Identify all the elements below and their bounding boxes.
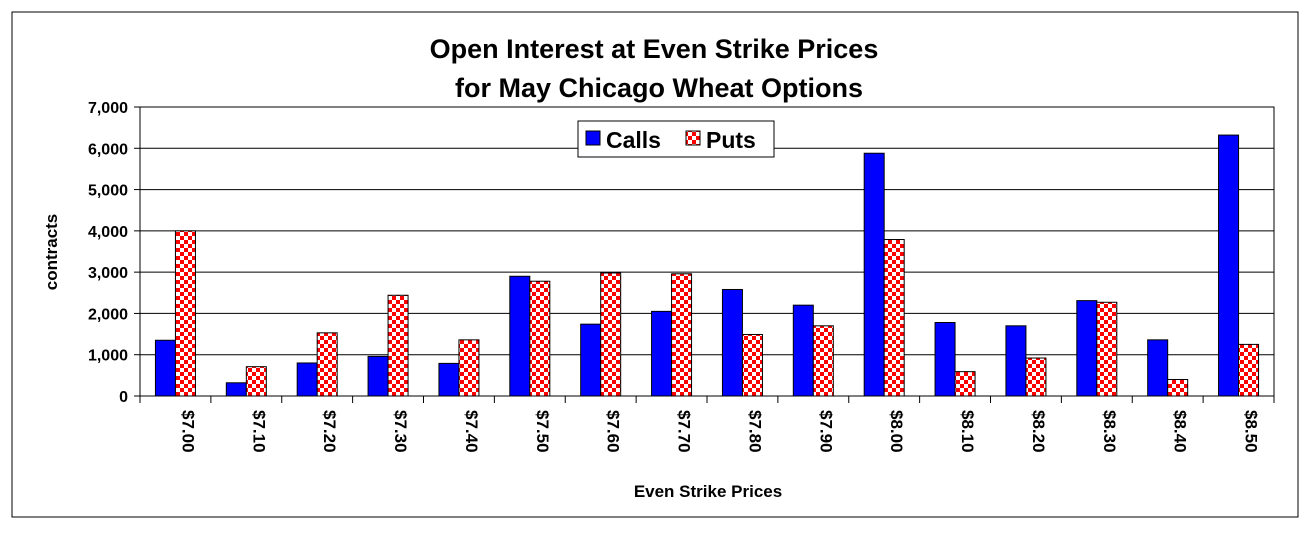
x-tick-label: $7.10	[249, 410, 268, 453]
y-tick-label: 7,000	[88, 100, 128, 117]
bar-calls-840	[1147, 339, 1169, 397]
bar-calls-710	[225, 382, 247, 397]
bar-puts-740	[458, 339, 480, 397]
bar-calls-850	[1218, 134, 1240, 397]
bar-puts-830	[1096, 301, 1118, 397]
bar-puts-720	[316, 332, 338, 397]
y-axis-label: contracts	[42, 214, 61, 291]
y-tick-label: 5,000	[88, 183, 128, 200]
bar-calls-800	[863, 152, 885, 397]
bar-puts-850	[1238, 343, 1260, 397]
bar-calls-790	[792, 304, 814, 397]
bar-calls-780	[721, 288, 743, 397]
bar-puts-700	[174, 230, 196, 397]
bar-calls-760	[580, 323, 602, 397]
bar-puts-810	[954, 371, 976, 397]
outer-border	[11, 11, 1299, 518]
bar-puts-790	[812, 325, 834, 397]
chart-title: Open Interest at Even Strike Prices	[430, 34, 879, 64]
bar-calls-750	[509, 275, 531, 397]
x-tick-label: $8.00	[887, 410, 906, 453]
x-tick-label: $8.50	[1242, 410, 1261, 453]
bar-puts-800	[883, 239, 905, 397]
bar-calls-720	[296, 362, 318, 397]
x-tick-label: $7.60	[604, 410, 623, 453]
legend: Calls Puts	[577, 120, 775, 158]
bar-calls-740	[438, 362, 460, 397]
x-tick-label: $8.40	[1171, 410, 1190, 453]
x-tick-label: $7.50	[533, 410, 552, 453]
y-tick-label: 3,000	[88, 265, 128, 282]
legend-swatch-puts	[685, 130, 701, 146]
x-tick-label: $7.40	[462, 410, 481, 453]
bar-puts-750	[529, 280, 551, 397]
x-tick-label: $8.30	[1100, 410, 1119, 453]
bar-puts-840	[1167, 378, 1189, 397]
axes-layer: 0 1,000 2,000 3,000 4,000 5,000 6,000 7,000 $7.0…	[88, 100, 1275, 453]
bar-puts-710	[245, 366, 267, 397]
x-tick-label: $8.10	[958, 410, 977, 453]
y-tick-label: 6,000	[88, 141, 128, 158]
legend-swatch-calls	[585, 130, 601, 146]
x-tick-label: $7.80	[745, 410, 764, 453]
bar-calls-730	[367, 355, 389, 397]
x-tick-label: $7.90	[816, 410, 835, 453]
x-tick-label: $7.00	[178, 410, 197, 453]
bar-calls-820	[1005, 325, 1027, 397]
y-tick-label: 0	[119, 389, 128, 406]
x-tick-label: $7.30	[391, 410, 410, 453]
bar-puts-820	[1025, 357, 1047, 397]
y-tick-label: 1,000	[88, 348, 128, 365]
bar-puts-770	[671, 273, 693, 397]
legend-label-puts: Puts	[706, 127, 756, 153]
x-tick-label: $7.70	[675, 410, 694, 453]
bar-puts-760	[600, 272, 622, 397]
bar-puts-730	[387, 294, 409, 397]
bar-calls-810	[934, 322, 956, 397]
x-tick-label: $7.20	[320, 410, 339, 453]
bar-calls-830	[1076, 300, 1098, 397]
legend-box	[577, 120, 775, 158]
y-tick-label: 4,000	[88, 224, 128, 241]
legend-label-calls: Calls	[606, 127, 661, 153]
x-axis-label: Even Strike Prices	[634, 482, 782, 501]
chart-subtitle: for May Chicago Wheat Options	[455, 73, 863, 103]
bars-layer	[154, 134, 1260, 397]
x-tick-label: $8.20	[1029, 410, 1048, 453]
y-tick-label: 2,000	[88, 306, 128, 323]
bar-puts-780	[741, 333, 763, 397]
bar-calls-770	[651, 310, 673, 397]
bar-calls-700	[154, 339, 176, 397]
